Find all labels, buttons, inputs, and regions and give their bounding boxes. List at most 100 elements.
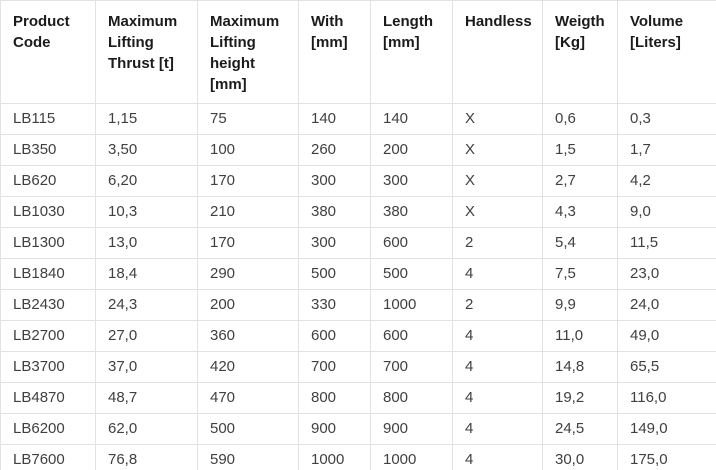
cell-weight: 24,5 bbox=[542, 413, 618, 445]
table-row: LB2700 27,0 360 600 600 4 11,0 49,0 bbox=[0, 320, 716, 352]
cell-volume: 24,0 bbox=[617, 289, 716, 321]
cell-volume: 175,0 bbox=[617, 444, 716, 470]
cell-handless: X bbox=[452, 103, 543, 135]
column-header-max-lifting-thrust: Maximum Lifting Thrust [t] bbox=[95, 0, 198, 104]
cell-volume: 149,0 bbox=[617, 413, 716, 445]
cell-weight: 14,8 bbox=[542, 351, 618, 383]
cell-weight: 1,5 bbox=[542, 134, 618, 166]
cell-width: 380 bbox=[298, 196, 371, 228]
cell-length: 800 bbox=[370, 382, 453, 414]
table-body: LB115 1,15 75 140 140 X 0,6 0,3 LB350 3,50 100 260 2… bbox=[0, 103, 716, 470]
cell-weight: 9,9 bbox=[542, 289, 618, 321]
table-row: LB7600 76,8 590 1000 1000 4 30,0 175,0 bbox=[0, 444, 716, 470]
cell-volume: 0,3 bbox=[617, 103, 716, 135]
cell-volume: 9,0 bbox=[617, 196, 716, 228]
cell-max-lifting-height: 75 bbox=[197, 103, 299, 135]
cell-length: 600 bbox=[370, 227, 453, 259]
cell-max-lifting-thrust: 3,50 bbox=[95, 134, 198, 166]
column-header-product-code: Product Code bbox=[0, 0, 96, 104]
cell-product-code: LB4870 bbox=[0, 382, 96, 414]
cell-max-lifting-thrust: 6,20 bbox=[95, 165, 198, 197]
cell-width: 500 bbox=[298, 258, 371, 290]
cell-max-lifting-thrust: 48,7 bbox=[95, 382, 198, 414]
cell-max-lifting-thrust: 27,0 bbox=[95, 320, 198, 352]
cell-length: 300 bbox=[370, 165, 453, 197]
cell-product-code: LB1300 bbox=[0, 227, 96, 259]
column-header-width: With [mm] bbox=[298, 0, 371, 104]
table-row: LB1300 13,0 170 300 600 2 5,4 11,5 bbox=[0, 227, 716, 259]
table-row: LB1030 10,3 210 380 380 X 4,3 9,0 bbox=[0, 196, 716, 228]
cell-volume: 4,2 bbox=[617, 165, 716, 197]
cell-weight: 0,6 bbox=[542, 103, 618, 135]
cell-length: 1000 bbox=[370, 444, 453, 470]
cell-width: 300 bbox=[298, 227, 371, 259]
cell-product-code: LB350 bbox=[0, 134, 96, 166]
table-row: LB350 3,50 100 260 200 X 1,5 1,7 bbox=[0, 134, 716, 166]
table-row: LB4870 48,7 470 800 800 4 19,2 116,0 bbox=[0, 382, 716, 414]
cell-product-code: LB3700 bbox=[0, 351, 96, 383]
table-row: LB2430 24,3 200 330 1000 2 9,9 24,0 bbox=[0, 289, 716, 321]
cell-handless: 4 bbox=[452, 444, 543, 470]
table-row: LB620 6,20 170 300 300 X 2,7 4,2 bbox=[0, 165, 716, 197]
table-row: LB3700 37,0 420 700 700 4 14,8 65,5 bbox=[0, 351, 716, 383]
cell-volume: 1,7 bbox=[617, 134, 716, 166]
cell-max-lifting-thrust: 13,0 bbox=[95, 227, 198, 259]
cell-weight: 19,2 bbox=[542, 382, 618, 414]
cell-product-code: LB2430 bbox=[0, 289, 96, 321]
cell-weight: 4,3 bbox=[542, 196, 618, 228]
column-header-length: Length [mm] bbox=[370, 0, 453, 104]
cell-handless: X bbox=[452, 196, 543, 228]
cell-length: 1000 bbox=[370, 289, 453, 321]
column-header-max-lifting-height: Maximum Lifting height [mm] bbox=[197, 0, 299, 104]
cell-max-lifting-height: 100 bbox=[197, 134, 299, 166]
table-row: LB6200 62,0 500 900 900 4 24,5 149,0 bbox=[0, 413, 716, 445]
cell-weight: 5,4 bbox=[542, 227, 618, 259]
cell-max-lifting-thrust: 18,4 bbox=[95, 258, 198, 290]
cell-volume: 49,0 bbox=[617, 320, 716, 352]
cell-width: 600 bbox=[298, 320, 371, 352]
cell-product-code: LB7600 bbox=[0, 444, 96, 470]
cell-width: 300 bbox=[298, 165, 371, 197]
cell-handless: 4 bbox=[452, 320, 543, 352]
cell-max-lifting-height: 170 bbox=[197, 227, 299, 259]
cell-weight: 30,0 bbox=[542, 444, 618, 470]
cell-volume: 11,5 bbox=[617, 227, 716, 259]
cell-width: 900 bbox=[298, 413, 371, 445]
cell-length: 500 bbox=[370, 258, 453, 290]
cell-width: 800 bbox=[298, 382, 371, 414]
cell-volume: 65,5 bbox=[617, 351, 716, 383]
cell-max-lifting-thrust: 1,15 bbox=[95, 103, 198, 135]
cell-max-lifting-thrust: 37,0 bbox=[95, 351, 198, 383]
cell-length: 700 bbox=[370, 351, 453, 383]
column-header-volume: Volume [Liters] bbox=[617, 0, 716, 104]
table-header: Product Code Maximum Lifting Thrust [t] Ma… bbox=[0, 0, 716, 104]
cell-product-code: LB1030 bbox=[0, 196, 96, 228]
cell-handless: 2 bbox=[452, 289, 543, 321]
cell-volume: 23,0 bbox=[617, 258, 716, 290]
table-header-row: Product Code Maximum Lifting Thrust [t] Ma… bbox=[0, 0, 716, 104]
cell-width: 700 bbox=[298, 351, 371, 383]
cell-max-lifting-height: 290 bbox=[197, 258, 299, 290]
cell-length: 140 bbox=[370, 103, 453, 135]
cell-handless: X bbox=[452, 165, 543, 197]
column-header-handless: Handless bbox=[452, 0, 543, 104]
cell-handless: X bbox=[452, 134, 543, 166]
cell-max-lifting-height: 170 bbox=[197, 165, 299, 197]
table-row: LB1840 18,4 290 500 500 4 7,5 23,0 bbox=[0, 258, 716, 290]
cell-max-lifting-thrust: 10,3 bbox=[95, 196, 198, 228]
cell-length: 600 bbox=[370, 320, 453, 352]
cell-product-code: LB620 bbox=[0, 165, 96, 197]
cell-max-lifting-thrust: 24,3 bbox=[95, 289, 198, 321]
cell-max-lifting-thrust: 62,0 bbox=[95, 413, 198, 445]
cell-max-lifting-height: 200 bbox=[197, 289, 299, 321]
cell-width: 140 bbox=[298, 103, 371, 135]
cell-length: 900 bbox=[370, 413, 453, 445]
cell-product-code: LB6200 bbox=[0, 413, 96, 445]
cell-length: 200 bbox=[370, 134, 453, 166]
cell-weight: 7,5 bbox=[542, 258, 618, 290]
cell-width: 260 bbox=[298, 134, 371, 166]
cell-length: 380 bbox=[370, 196, 453, 228]
cell-weight: 2,7 bbox=[542, 165, 618, 197]
